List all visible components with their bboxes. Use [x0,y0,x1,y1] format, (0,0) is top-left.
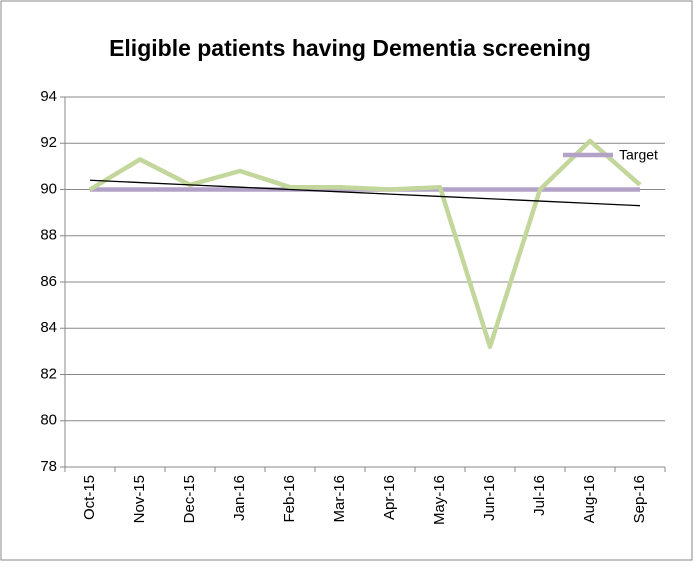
y-tick-label: 88 [40,227,57,244]
x-tick-label: Jan-16 [231,475,248,521]
chart-title: Eligible patients having Dementia screen… [109,35,591,61]
legend-label: Target [619,147,658,163]
y-tick-label: 90 [40,180,57,197]
x-tick-label: Apr-16 [381,475,398,520]
y-tick-label: 80 [40,412,57,429]
x-tick-label: Nov-15 [131,475,148,523]
x-tick-label: May-16 [431,475,448,525]
x-tick-label: Aug-16 [581,475,598,523]
y-tick-label: 84 [40,319,57,336]
x-tick-label: Oct-15 [81,475,98,520]
y-tick-label: 82 [40,365,57,382]
x-tick-label: Sep-16 [631,475,648,523]
y-tick-label: 78 [40,458,57,475]
x-tick-label: Dec-15 [181,475,198,523]
x-tick-label: Jun-16 [481,475,498,521]
x-tick-label: Jul-16 [531,475,548,516]
y-tick-label: 92 [40,134,57,151]
y-tick-label: 94 [40,88,57,105]
series-line [88,138,642,349]
y-tick-label: 86 [40,273,57,290]
x-tick-label: Feb-16 [281,475,298,523]
trendline [89,179,641,207]
x-tick-label: Mar-16 [331,475,348,523]
